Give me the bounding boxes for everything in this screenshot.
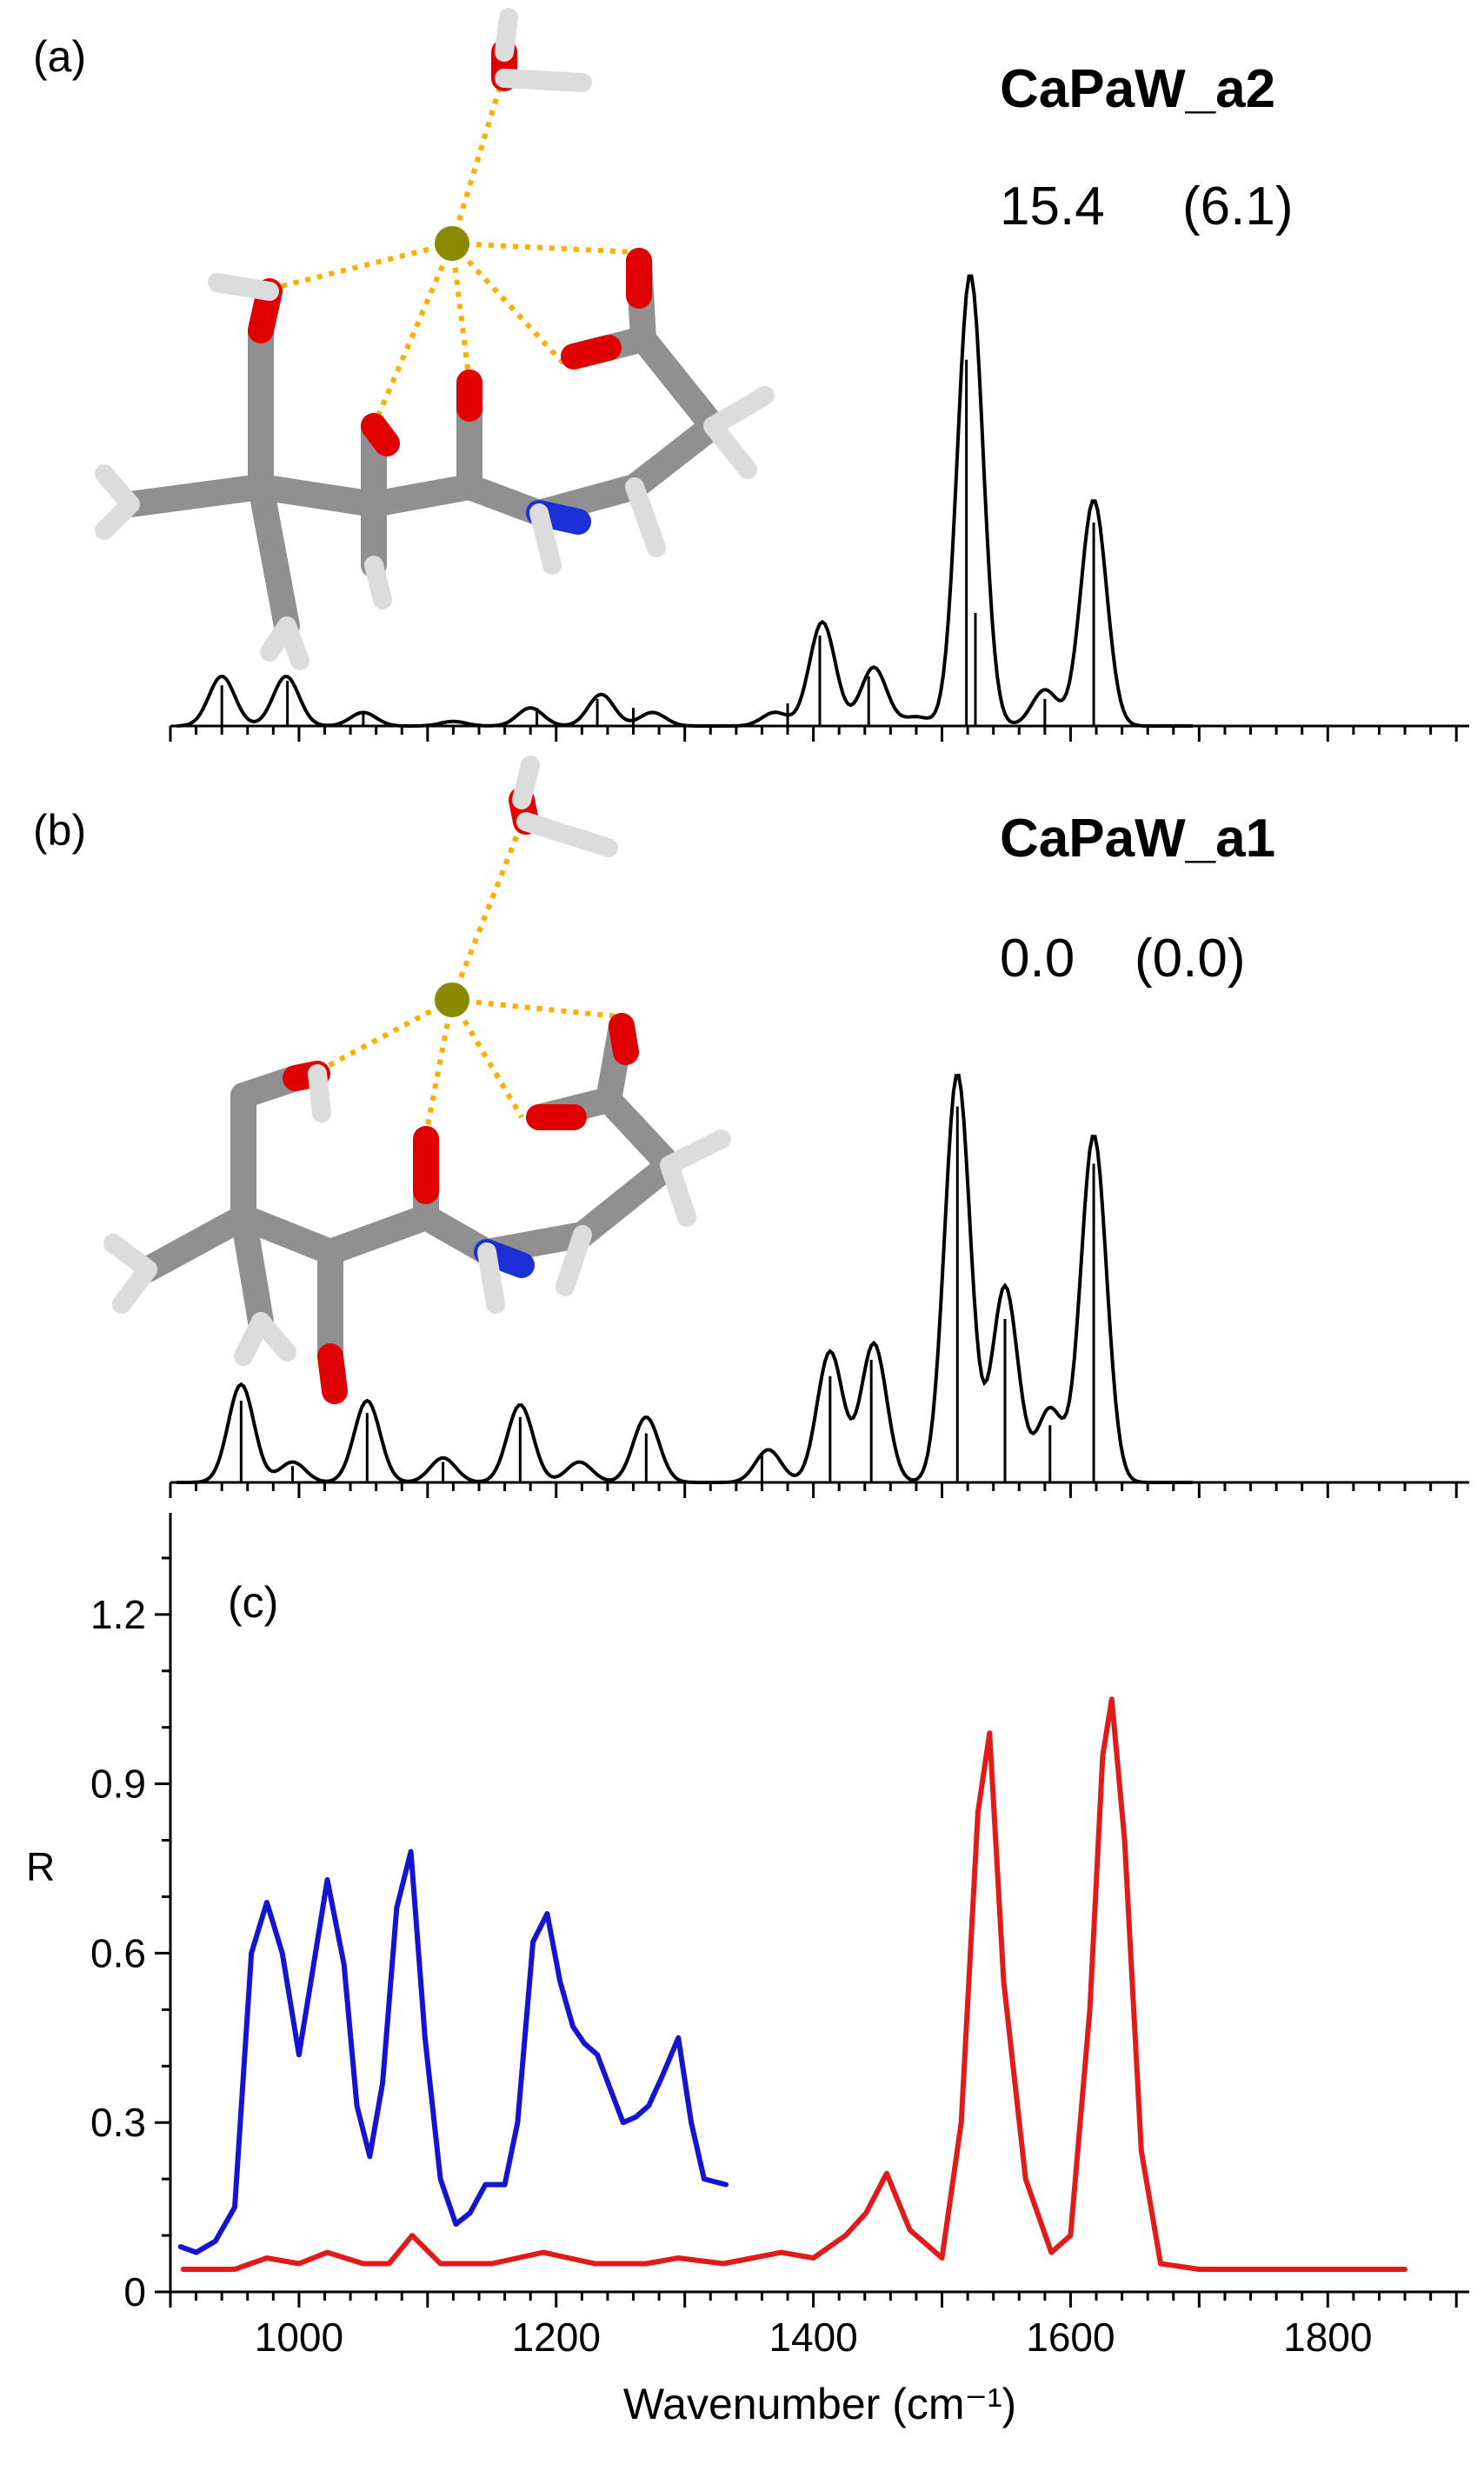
x-tick-label: 1400 xyxy=(769,2314,857,2360)
panel-b-energy-paren: (0.0) xyxy=(1135,929,1245,989)
y-tick-label: 0.6 xyxy=(90,1930,146,1975)
molecule-structure-b xyxy=(103,756,731,1404)
y-tick-label: 1.2 xyxy=(90,1592,146,1637)
panel-b-title: CaPaW_a1 xyxy=(1000,809,1275,869)
panel-b-label: (b) xyxy=(33,806,86,855)
x-tick-label: 1800 xyxy=(1283,2314,1372,2360)
x-tick-label: 1600 xyxy=(1026,2314,1115,2360)
panel-a-energy-paren: (6.1) xyxy=(1182,176,1293,236)
panel-c-label: (c) xyxy=(228,1578,278,1627)
panel-b-energy: 0.0 xyxy=(1000,929,1075,989)
panel-c: (c) 0 0.3 0.6 0.9 1.2 1000 1200 1400 1600 1800 R… xyxy=(26,1513,1469,2428)
y-tick-label: 0 xyxy=(123,2269,146,2314)
y-axis-label: R xyxy=(26,1844,55,1889)
panel-a-energy: 15.4 xyxy=(1000,176,1105,236)
panel-a-label: (a) xyxy=(33,32,86,81)
panel-b: (b) CaPaW_a1 0.0 (0.0) xyxy=(33,756,1469,1498)
red-series-line xyxy=(180,1696,1407,2272)
panel-a: (a) CaPaW_a2 15.4 (6.1) xyxy=(33,8,1469,742)
y-tick-label: 0.3 xyxy=(90,2100,146,2145)
x-tick-label: 1200 xyxy=(512,2314,601,2360)
blue-series-line xyxy=(177,1848,729,2255)
y-tick-label: 0.9 xyxy=(90,1762,146,1807)
panel-a-title: CaPaW_a2 xyxy=(1000,59,1275,119)
molecule-structure-a xyxy=(95,8,775,670)
x-axis-label: Wavenumber (cm⁻¹) xyxy=(623,2380,1016,2428)
x-tick-label: 1000 xyxy=(255,2314,343,2360)
